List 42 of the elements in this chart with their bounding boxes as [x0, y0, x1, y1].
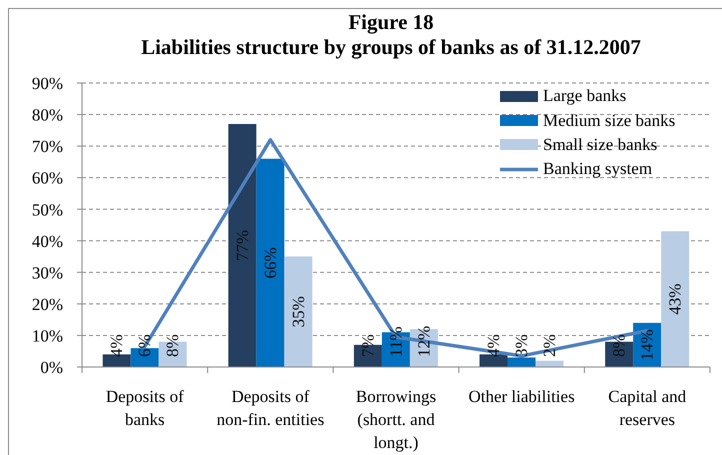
y-tick-label: 0% — [40, 358, 63, 378]
data-label: 11% — [386, 326, 406, 357]
data-label: 4% — [107, 334, 126, 358]
data-label: 7% — [358, 334, 378, 358]
y-tick-label: 90% — [32, 74, 63, 94]
legend-label: Medium size banks — [543, 110, 676, 131]
bar — [284, 256, 312, 367]
data-label: 35% — [288, 296, 308, 328]
y-tick-label: 20% — [32, 294, 63, 314]
bar — [228, 124, 256, 367]
y-tick-label: 40% — [32, 232, 63, 251]
data-label: 77% — [232, 230, 252, 262]
x-tick-label: Other liabilities — [468, 387, 575, 406]
x-tick-label: Deposits of banks — [106, 387, 184, 429]
chart-title: Figure 18 — [347, 10, 435, 35]
legend-label: Large banks — [543, 86, 626, 106]
x-tick-label: Capital and reserves — [608, 387, 687, 429]
bar — [661, 231, 690, 367]
y-tick-label: 50% — [32, 200, 63, 220]
y-tick-label: 30% — [32, 263, 63, 282]
data-label: 12% — [414, 326, 434, 358]
y-tick-label: 10% — [32, 326, 63, 346]
bar — [508, 358, 536, 367]
legend-label: Banking system — [543, 159, 652, 180]
y-tick-label: 70% — [32, 137, 63, 156]
bar — [256, 158, 284, 367]
x-tick-label: Borrowings (shortt. and longt.) — [356, 387, 436, 452]
data-label: 43% — [666, 284, 685, 315]
bar — [536, 360, 564, 367]
data-label: 66% — [260, 247, 280, 278]
y-tick-label: 80% — [32, 106, 63, 125]
data-label: 2% — [540, 334, 560, 358]
x-tick-label: Deposits of non-fin. entities — [216, 387, 324, 429]
data-label: 3% — [512, 334, 532, 358]
data-label: 8% — [610, 334, 629, 358]
data-label: 8% — [163, 334, 182, 358]
data-label: 4% — [484, 334, 504, 358]
chart-subtitle: Liabilities structure by groups of banks as of 31.12.2007 — [140, 35, 642, 60]
legend-label: Small size banks — [543, 134, 658, 155]
y-tick-label: 60% — [32, 168, 63, 188]
data-label: 6% — [135, 334, 154, 358]
data-label: 14% — [638, 329, 657, 360]
